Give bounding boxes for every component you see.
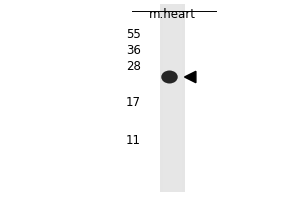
Bar	[163, 4, 182, 192]
Polygon shape	[184, 71, 196, 83]
Ellipse shape	[161, 71, 178, 84]
Text: 55: 55	[126, 28, 141, 42]
Text: 36: 36	[126, 45, 141, 58]
Text: 28: 28	[126, 60, 141, 72]
Text: 17: 17	[126, 96, 141, 108]
Bar	[160, 4, 185, 192]
Text: m.heart: m.heart	[149, 8, 196, 21]
Text: 11: 11	[126, 134, 141, 146]
